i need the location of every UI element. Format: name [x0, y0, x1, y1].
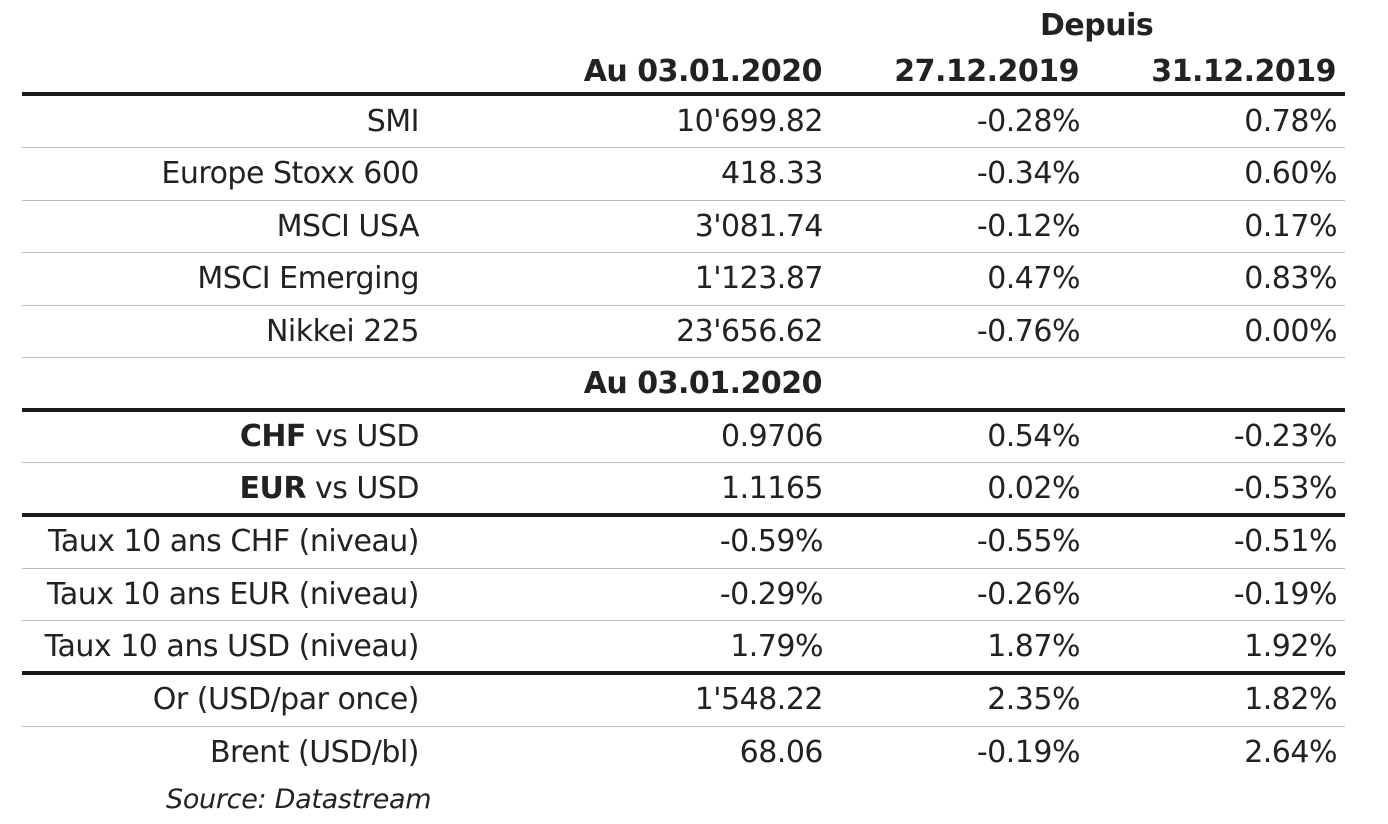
row-label: CHF vs USD: [239, 411, 420, 463]
row-label-rest: vs USD: [305, 419, 420, 454]
row-change-1: -0.76%: [976, 314, 1081, 349]
row-change-1: 0.47%: [987, 261, 1080, 296]
section-rule: [22, 513, 1345, 517]
row-value: 418.33: [721, 156, 823, 191]
row-label: Taux 10 ans EUR (niveau): [47, 577, 419, 612]
row-divider: [22, 252, 1345, 253]
row-divider: [22, 462, 1345, 463]
row-label: EUR vs USD: [239, 463, 419, 515]
row-label: MSCI Emerging: [197, 261, 419, 296]
row-change-1: -0.19%: [976, 735, 1081, 770]
row-value: -0.29%: [719, 577, 824, 612]
row-change-2: -0.53%: [1233, 471, 1338, 506]
row-change-1: -0.34%: [976, 156, 1081, 191]
row-label: Taux 10 ans CHF (niveau): [48, 524, 419, 559]
row-change-2: -0.23%: [1233, 419, 1338, 454]
row-change-2: 0.83%: [1244, 261, 1337, 296]
row-label: Nikkei 225: [265, 314, 420, 349]
table-row: Nikkei 225 23'656.62 -0.76% 0.00%: [22, 306, 1345, 358]
row-divider: [22, 726, 1345, 727]
row-value: 23'656.62: [676, 314, 823, 349]
row-change-2: 2.64%: [1244, 735, 1337, 770]
row-value: 68.06: [739, 735, 824, 770]
row-label: Taux 10 ans USD (niveau): [44, 629, 420, 664]
row-change-2: 0.60%: [1244, 156, 1337, 191]
header-depuis: Depuis: [1040, 8, 1154, 43]
header-col-value: Au 03.01.2020: [583, 54, 823, 89]
row-change-1: 0.54%: [987, 419, 1080, 454]
table-row: Or (USD/par once) 1'548.22 2.35% 1.82%: [22, 674, 1345, 726]
header-col-since-2: 31.12.2019: [1151, 54, 1336, 89]
row-label: MSCI USA: [276, 209, 420, 244]
table-row: MSCI USA 3'081.74 -0.12% 0.17%: [22, 201, 1345, 253]
table-row: MSCI Emerging 1'123.87 0.47% 0.83%: [22, 253, 1345, 305]
row-label-currency: CHF: [239, 419, 307, 454]
row-change-1: 2.35%: [987, 682, 1080, 717]
row-divider: [22, 147, 1345, 148]
header-col-since-1: 27.12.2019: [894, 54, 1079, 89]
table-row: Europe Stoxx 600 418.33 -0.34% 0.60%: [22, 148, 1345, 200]
row-change-1: 0.02%: [987, 471, 1080, 506]
row-change-2: 0.78%: [1244, 104, 1337, 139]
table-row: Brent (USD/bl) 68.06 -0.19% 2.64%: [22, 727, 1345, 779]
row-change-2: -0.19%: [1233, 577, 1338, 612]
row-label: Or (USD/par once): [152, 682, 420, 717]
row-change-1: -0.55%: [976, 524, 1081, 559]
table-row: EUR vs USD 1.1165 0.02% -0.53%: [22, 463, 1345, 515]
row-label: Brent (USD/bl): [209, 735, 420, 770]
row-divider: [22, 305, 1345, 306]
row-value: 1'123.87: [694, 261, 824, 296]
row-change-2: -0.51%: [1233, 524, 1338, 559]
row-change-2: 0.00%: [1244, 314, 1337, 349]
header-rule: [22, 92, 1345, 96]
row-change-2: 0.17%: [1244, 209, 1337, 244]
row-value: 0.9706: [721, 419, 823, 454]
row-change-2: 1.92%: [1244, 629, 1337, 664]
row-value: 10'699.82: [676, 104, 823, 139]
table-row: Taux 10 ans EUR (niveau) -0.29% -0.26% -…: [22, 569, 1345, 621]
row-divider: [22, 357, 1345, 358]
row-label-rest: vs USD: [305, 471, 420, 506]
row-value: -0.59%: [719, 524, 824, 559]
row-change-1: -0.26%: [976, 577, 1081, 612]
row-divider: [22, 568, 1345, 569]
table-row: Taux 10 ans USD (niveau) 1.79% 1.87% 1.9…: [22, 621, 1345, 673]
row-change-1: -0.28%: [976, 104, 1081, 139]
row-label: Europe Stoxx 600: [161, 156, 419, 191]
table-row: SMI 10'699.82 -0.28% 0.78%: [22, 96, 1345, 148]
row-change-2: 1.82%: [1244, 682, 1337, 717]
source-note: Source: Datastream: [166, 784, 432, 815]
row-label: SMI: [366, 104, 420, 139]
row-divider: [22, 620, 1345, 621]
row-change-1: 1.87%: [987, 629, 1080, 664]
row-label-currency: EUR: [239, 471, 306, 506]
sub-header-date: Au 03.01.2020: [583, 366, 823, 401]
row-change-1: -0.12%: [976, 209, 1081, 244]
row-value: 1.1165: [721, 471, 823, 506]
row-divider: [22, 200, 1345, 201]
section-rule: [22, 671, 1345, 675]
table-row: Taux 10 ans CHF (niveau) -0.59% -0.55% -…: [22, 516, 1345, 568]
row-value: 1'548.22: [694, 682, 824, 717]
row-value: 3'081.74: [694, 209, 824, 244]
section-rule: [22, 408, 1345, 412]
row-value: 1.79%: [730, 629, 823, 664]
table-row: CHF vs USD 0.9706 0.54% -0.23%: [22, 411, 1345, 463]
